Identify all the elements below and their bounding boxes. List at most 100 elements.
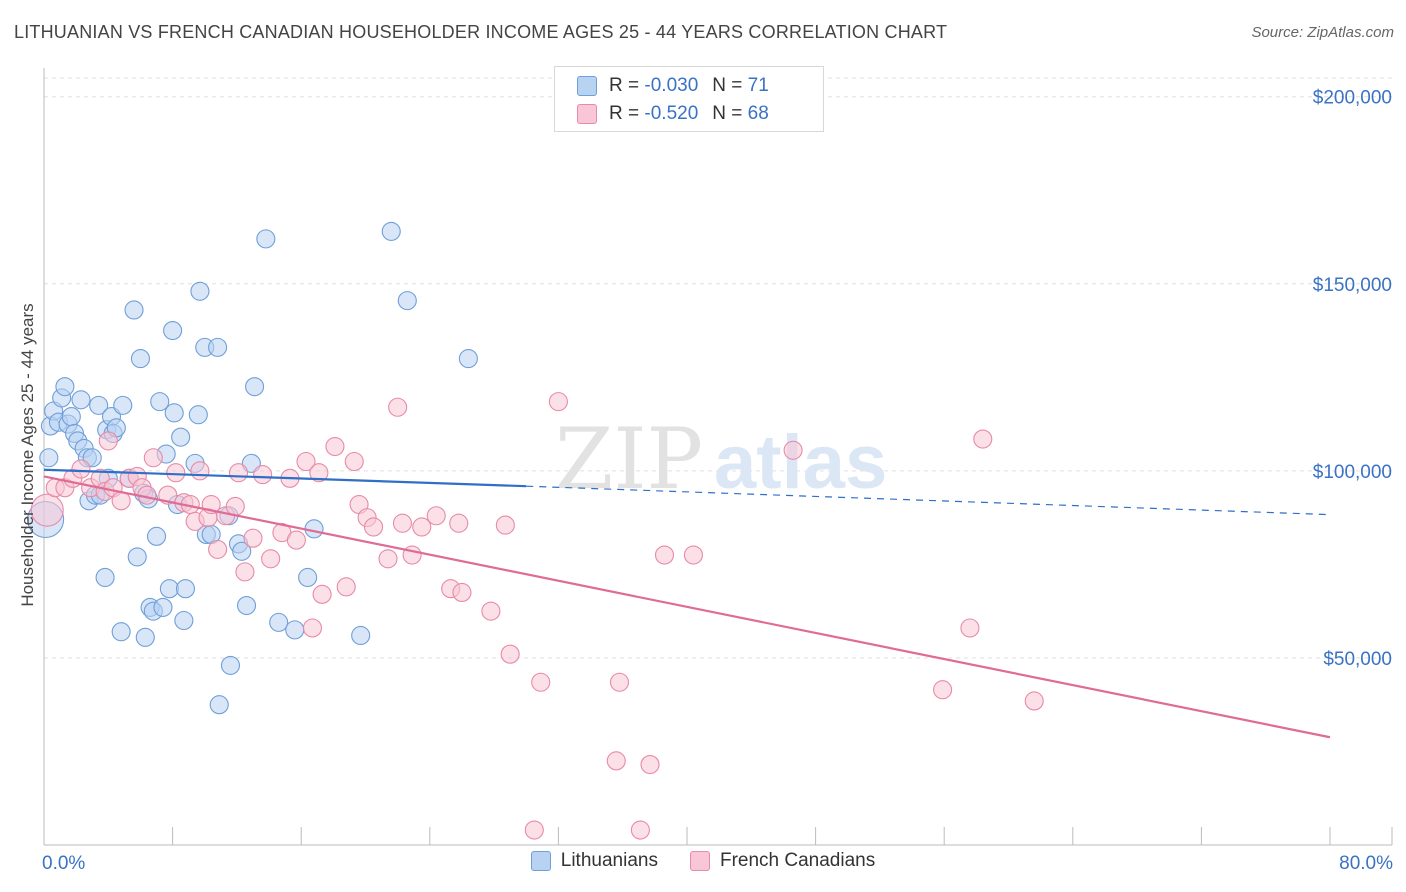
legend-item-french-canadians: French Canadians xyxy=(689,850,876,872)
point-lithuanian xyxy=(209,695,229,715)
legend-row-french-canadians: R = -0.520 N = 68 xyxy=(577,101,769,127)
y-tick-label: $50,000 xyxy=(1323,649,1392,670)
point-lithuanian xyxy=(164,403,184,423)
point-lithuanian xyxy=(39,448,59,468)
legend-swatch-blue xyxy=(577,76,597,96)
x-tick-label-min: 0.0% xyxy=(42,853,85,874)
point-lithuanian xyxy=(397,291,417,311)
point-french-canadian xyxy=(495,515,515,535)
point-french-canadian xyxy=(388,397,408,417)
legend-r-value: -0.520 xyxy=(644,103,699,124)
point-lithuanian xyxy=(89,395,109,415)
point-french-canadian xyxy=(286,530,306,550)
point-lithuanian xyxy=(188,405,208,425)
legend-swatch-french-canadians xyxy=(689,851,710,871)
point-french-canadian xyxy=(973,429,993,449)
point-french-canadian xyxy=(481,601,501,621)
point-french-canadian xyxy=(253,465,273,485)
point-lithuanian xyxy=(236,595,257,616)
legend-n-label: N = xyxy=(712,75,743,96)
y-tick-label: $100,000 xyxy=(1313,462,1392,483)
legend-n-label: N = xyxy=(712,103,743,124)
point-french-canadian xyxy=(336,577,356,597)
point-french-canadian xyxy=(392,513,413,533)
point-lithuanian xyxy=(171,427,191,447)
point-french-canadian xyxy=(412,517,432,537)
point-french-canadian xyxy=(143,448,163,468)
series-legend: Lithuanians French Canadians xyxy=(0,850,1406,872)
point-french-canadian xyxy=(344,451,364,472)
watermark-zip: ZIP xyxy=(555,410,703,508)
legend-r-label: R = xyxy=(609,103,640,124)
y-tick-label: $200,000 xyxy=(1313,88,1392,109)
point-french-canadian xyxy=(452,582,472,603)
legend-swatch-lithuanians xyxy=(530,851,551,871)
point-lithuanian xyxy=(269,612,289,632)
point-lithuanian xyxy=(153,597,173,617)
point-french-canadian xyxy=(531,672,551,692)
legend-label-lithuanians: Lithuanians xyxy=(560,850,658,871)
point-french-canadian xyxy=(609,672,630,692)
point-french-canadian xyxy=(190,461,210,481)
point-lithuanian xyxy=(150,392,170,412)
point-french-canadian xyxy=(378,549,398,569)
point-french-canadian xyxy=(1024,691,1044,711)
point-lithuanian xyxy=(220,655,241,675)
trend-french-canadians xyxy=(43,475,1331,739)
y-tick-label: $150,000 xyxy=(1313,275,1392,296)
legend-swatch-pink xyxy=(577,104,597,124)
point-lithuanian xyxy=(146,526,167,546)
point-french-canadian xyxy=(630,820,650,840)
point-lithuanian xyxy=(55,377,75,397)
point-lithuanian xyxy=(458,349,478,369)
point-french-canadian xyxy=(30,493,64,527)
point-french-canadian xyxy=(683,545,703,565)
legend-row-lithuanians: R = -0.030 N = 71 xyxy=(577,73,769,99)
legend-n-value: 71 xyxy=(747,75,769,96)
point-french-canadian xyxy=(640,755,660,775)
trend-lithuanians-extension xyxy=(526,485,1331,516)
chart-title: LITHUANIAN VS FRENCH CANADIAN HOUSEHOLDE… xyxy=(14,22,948,42)
point-lithuanian xyxy=(111,622,131,642)
series-french-canadians xyxy=(30,392,1044,840)
point-lithuanian xyxy=(135,627,155,647)
legend-label-french-canadians: French Canadians xyxy=(719,850,876,871)
point-lithuanian xyxy=(61,407,81,427)
point-french-canadian xyxy=(606,751,626,771)
point-lithuanian xyxy=(95,567,115,588)
point-french-canadian xyxy=(235,562,255,582)
legend-r-value: -0.030 xyxy=(644,75,699,96)
point-lithuanian xyxy=(130,349,150,369)
point-lithuanian xyxy=(381,221,401,241)
point-french-canadian xyxy=(783,440,803,460)
point-french-canadian xyxy=(363,517,384,537)
point-french-canadian xyxy=(208,539,228,559)
point-french-canadian xyxy=(933,680,953,700)
point-french-canadian xyxy=(500,644,520,664)
x-tick-label-max: 80.0% xyxy=(1339,853,1393,874)
x-tick-labels: 0.0% 80.0% xyxy=(42,853,1393,874)
legend-item-lithuanians: Lithuanians xyxy=(530,850,658,872)
point-french-canadian xyxy=(243,528,263,548)
point-lithuanian xyxy=(159,579,179,599)
legend-n-value: 68 xyxy=(747,103,769,124)
point-french-canadian xyxy=(309,463,329,483)
legend-box: R = -0.030 N = 71 R = -0.520 N = 68 xyxy=(554,66,824,132)
point-french-canadian xyxy=(302,618,323,638)
y-axis-label: Householder Income Ages 25 - 44 years xyxy=(18,303,37,607)
point-lithuanian xyxy=(351,625,371,646)
point-french-canadian xyxy=(296,451,316,472)
legend-r-label: R = xyxy=(609,75,640,96)
point-french-canadian xyxy=(166,463,186,483)
point-french-canadian xyxy=(225,496,245,516)
point-lithuanian xyxy=(163,320,183,341)
series-lithuanians xyxy=(27,221,478,715)
point-lithuanian xyxy=(208,337,228,357)
point-lithuanian xyxy=(127,547,147,567)
point-lithuanian xyxy=(175,579,196,599)
point-french-canadian xyxy=(228,463,249,483)
point-french-canadian xyxy=(654,545,675,565)
point-french-canadian xyxy=(71,459,91,479)
y-tick-labels: $50,000 $100,000 $150,000 $200,000 xyxy=(1313,88,1392,670)
point-lithuanian xyxy=(190,281,210,301)
